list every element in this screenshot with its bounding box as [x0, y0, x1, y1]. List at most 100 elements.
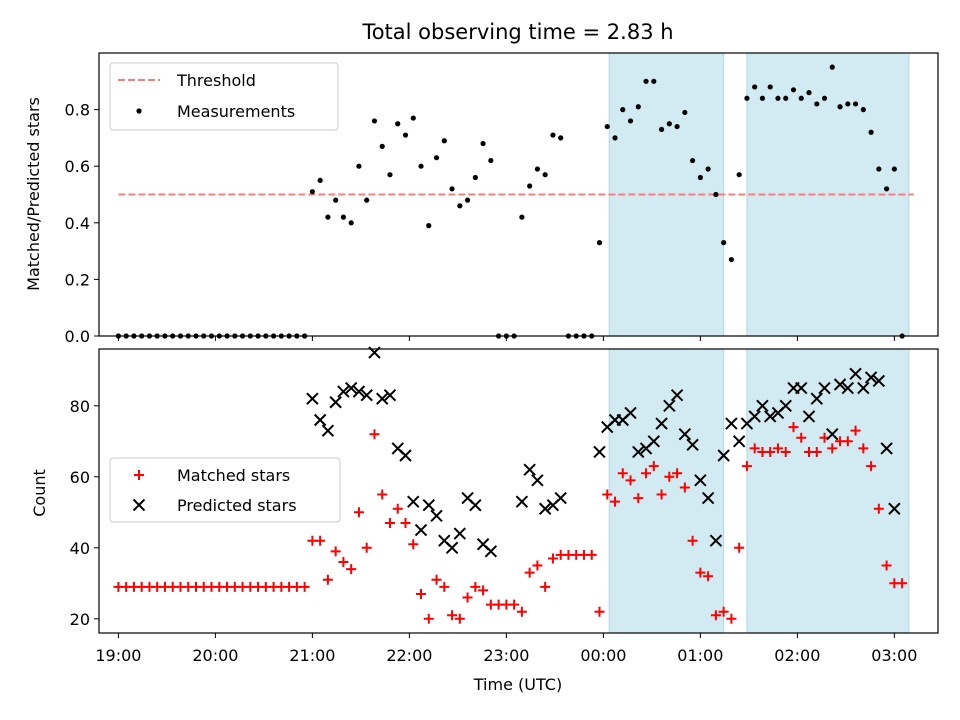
- measurement-point: [752, 84, 758, 90]
- bottom-x-tick-label: 02:00: [774, 646, 820, 665]
- matched-stars-point: [509, 599, 520, 610]
- predicted-stars-point: [857, 381, 870, 395]
- predicted-stars-point: [593, 445, 606, 459]
- matched-stars-point: [718, 606, 729, 617]
- measurement-point: [558, 135, 564, 141]
- bottom-y-tick-label: 20: [70, 610, 90, 629]
- predicted-stars-point: [453, 527, 467, 540]
- measurement-point: [348, 220, 354, 226]
- measurement-point: [860, 107, 866, 113]
- measurement-point: [542, 172, 548, 178]
- measurement-point: [767, 84, 773, 90]
- matched-stars-point: [431, 574, 442, 585]
- matched-stars-point: [586, 549, 597, 560]
- matched-stars-point: [788, 422, 799, 433]
- matched-stars-point: [749, 443, 760, 454]
- predicted-stars-point: [709, 534, 723, 547]
- measurement-point: [868, 129, 874, 135]
- measurement-point: [387, 172, 393, 178]
- measurement-point: [666, 121, 672, 127]
- measurement-point: [364, 197, 370, 203]
- predicted-stars-point: [360, 388, 373, 402]
- bottom-x-tick-label: 19:00: [95, 646, 141, 665]
- measurement-point: [449, 186, 455, 192]
- matched-stars-point: [516, 606, 527, 617]
- predicted-stars-point: [469, 498, 482, 512]
- matched-stars-point: [315, 535, 326, 546]
- matched-stars-point: [423, 613, 434, 624]
- predicted-stars-point: [802, 410, 816, 423]
- top-y-tick-label: 0.4: [65, 214, 90, 233]
- matched-stars-point: [641, 468, 652, 479]
- matched-stars-point: [447, 610, 458, 621]
- matched-stars-point: [532, 560, 543, 571]
- matched-stars-point: [361, 542, 372, 553]
- matched-stars-point: [594, 606, 605, 617]
- measurement-point: [340, 214, 347, 220]
- measurement-point: [418, 163, 424, 169]
- bottom-x-tick-label: 23:00: [483, 646, 529, 665]
- measurement-point: [674, 123, 680, 130]
- measurement-point: [635, 104, 641, 110]
- legend-matched-swatch: [134, 470, 144, 480]
- predicted-stars-point: [756, 399, 769, 413]
- matched-stars-point: [881, 560, 892, 571]
- measurement-point: [596, 240, 603, 246]
- matched-stars-point: [687, 535, 698, 546]
- predicted-stars-point: [833, 378, 847, 391]
- measurement-point: [379, 143, 385, 149]
- predicted-stars-point: [407, 495, 420, 508]
- predicted-stars-point: [306, 392, 319, 405]
- matched-stars-point: [610, 496, 621, 507]
- matched-stars-point: [741, 461, 752, 472]
- matched-stars-point: [540, 581, 551, 592]
- measurement-point: [783, 95, 789, 101]
- measurement-point: [472, 174, 478, 181]
- predicted-stars-point: [670, 388, 684, 402]
- bottom-shaded-interval: [608, 348, 725, 634]
- predicted-stars-point: [523, 463, 536, 476]
- matched-stars-point: [439, 581, 450, 592]
- predicted-stars-point: [864, 371, 878, 384]
- matched-stars-point: [330, 546, 341, 557]
- measurement-point: [744, 95, 750, 101]
- predicted-stars-point: [484, 545, 498, 558]
- matched-stars-point: [656, 489, 667, 500]
- bottom-y-tick-label: 80: [70, 397, 90, 416]
- legend-threshold-label: Threshold: [176, 71, 256, 90]
- measurement-point: [682, 109, 688, 116]
- matched-stars-point: [454, 613, 465, 624]
- measurement-point: [457, 203, 463, 209]
- matched-stars-point: [625, 475, 636, 486]
- bottom-legend-frame: [109, 457, 341, 523]
- bottom-y-axis-label: Count: [30, 469, 49, 517]
- measurement-point: [488, 157, 494, 164]
- predicted-stars-point: [849, 367, 862, 381]
- measurement-point: [325, 214, 331, 220]
- top-panel: 0.0 0.2 0.4 0.6 0.8 Threshold Measurements: [65, 52, 939, 346]
- measurement-point: [395, 121, 401, 127]
- bottom-x-tick-label: 00:00: [580, 646, 626, 665]
- measurement-point: [317, 177, 323, 183]
- measurement-point: [829, 64, 835, 70]
- matched-stars-point: [780, 446, 791, 457]
- matched-stars-point: [695, 567, 706, 578]
- measurement-point: [759, 95, 766, 101]
- predicted-stars-point: [624, 406, 637, 420]
- predicted-stars-point: [531, 474, 544, 487]
- predicted-stars-point: [445, 541, 459, 555]
- predicted-stars-point: [888, 502, 901, 515]
- legend-predicted-swatch: [132, 498, 146, 512]
- matched-stars-point: [602, 489, 613, 500]
- matched-stars-point: [873, 503, 884, 514]
- measurement-point: [550, 132, 556, 138]
- matched-stars-point: [353, 507, 364, 518]
- bottom-legend: Matched stars Predicted stars: [109, 457, 341, 523]
- predicted-stars-point: [732, 435, 746, 448]
- matched-stars-point: [547, 553, 558, 564]
- matched-stars-point: [369, 429, 380, 440]
- top-y-tick-label: 0.0: [65, 327, 90, 346]
- predicted-stars-point: [515, 495, 529, 508]
- matched-stars-point: [299, 581, 310, 592]
